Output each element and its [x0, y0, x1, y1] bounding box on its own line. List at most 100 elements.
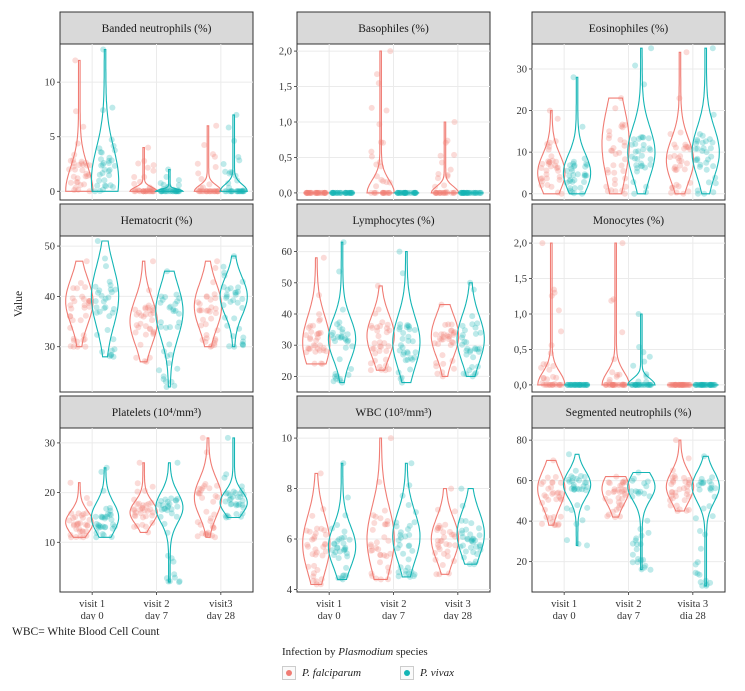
data-point — [239, 502, 246, 508]
data-point — [157, 513, 164, 520]
data-point — [158, 188, 164, 195]
data-point — [401, 189, 408, 196]
data-point — [451, 189, 458, 196]
data-point — [233, 501, 240, 507]
data-point — [78, 158, 85, 165]
data-point — [330, 189, 337, 196]
data-point — [234, 188, 241, 195]
data-point — [671, 473, 678, 479]
data-point — [239, 188, 246, 195]
data-point — [376, 339, 383, 346]
data-point — [329, 189, 336, 196]
data-point — [675, 183, 682, 190]
data-point — [385, 343, 392, 350]
data-point — [73, 534, 80, 540]
data-point — [147, 506, 154, 513]
data-point — [697, 161, 704, 168]
data-point — [539, 178, 546, 185]
data-point — [556, 493, 563, 500]
data-point — [99, 170, 106, 177]
data-point — [610, 489, 617, 495]
violin-shape — [90, 240, 120, 358]
data-point — [369, 547, 376, 554]
data-point — [150, 328, 157, 335]
data-point — [539, 520, 545, 527]
data-point — [203, 531, 209, 538]
violin-shape — [366, 437, 395, 580]
data-point — [174, 495, 181, 502]
data-point — [405, 502, 412, 508]
data-point — [106, 166, 113, 173]
data-point — [706, 136, 713, 143]
data-point — [638, 532, 645, 539]
data-point — [541, 506, 548, 513]
data-point — [343, 189, 350, 196]
data-point — [68, 510, 75, 517]
data-point — [73, 108, 79, 115]
data-point — [693, 140, 700, 147]
data-point — [319, 189, 326, 196]
data-point — [172, 497, 179, 504]
data-point — [440, 360, 447, 367]
data-point — [629, 381, 636, 388]
data-point — [68, 305, 75, 312]
data-point — [213, 122, 220, 129]
data-point — [558, 328, 564, 335]
data-point — [622, 175, 629, 182]
data-point — [460, 554, 467, 561]
data-point — [106, 511, 113, 518]
data-point — [240, 188, 247, 195]
data-point — [549, 157, 556, 164]
data-point — [576, 381, 583, 388]
data-point — [173, 188, 180, 195]
data-point — [466, 189, 473, 196]
data-point — [371, 520, 378, 526]
data-point — [93, 529, 100, 536]
data-point — [164, 184, 171, 191]
data-point — [544, 376, 551, 383]
facet-title: Monocytes (%) — [593, 215, 664, 227]
data-point — [235, 502, 242, 509]
data-point — [619, 187, 626, 194]
data-point — [144, 164, 151, 171]
data-point — [145, 188, 152, 195]
data-point — [174, 365, 181, 372]
data-point — [679, 381, 686, 388]
data-point — [210, 524, 217, 531]
violin-shape — [562, 453, 592, 546]
data-point — [140, 514, 146, 521]
data-point — [581, 473, 588, 480]
data-point — [608, 297, 615, 304]
data-point — [321, 189, 328, 196]
data-point — [156, 501, 163, 508]
data-point — [108, 351, 115, 358]
data-point — [621, 190, 628, 197]
data-point — [226, 492, 233, 499]
data-point — [619, 329, 626, 336]
data-point — [98, 513, 105, 520]
data-point — [608, 187, 615, 194]
data-point — [74, 140, 81, 147]
data-point — [433, 363, 440, 370]
data-point — [385, 568, 392, 575]
x-tick-label: visit 2 — [381, 599, 407, 610]
data-point — [70, 285, 77, 292]
data-point — [394, 189, 401, 196]
data-point — [311, 562, 318, 569]
data-point — [105, 160, 112, 166]
data-point — [202, 188, 209, 195]
data-point — [701, 453, 708, 460]
data-point — [135, 187, 141, 194]
y-tick-label: 40 — [45, 292, 56, 303]
data-point — [610, 296, 617, 303]
data-point — [303, 189, 310, 196]
data-point — [540, 361, 547, 368]
data-point — [344, 331, 351, 338]
data-point — [195, 299, 201, 306]
data-point — [80, 511, 87, 518]
data-point — [460, 542, 466, 549]
data-point — [449, 339, 455, 345]
data-point — [433, 360, 440, 366]
data-point — [452, 542, 459, 549]
